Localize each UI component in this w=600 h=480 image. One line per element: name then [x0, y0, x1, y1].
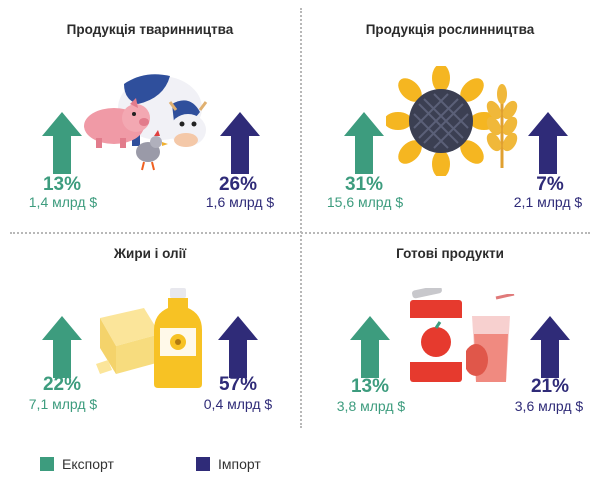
animals-icon [74, 64, 214, 181]
import-arrow-icon [530, 316, 570, 378]
export-percent: 22% [42, 374, 82, 395]
legend-export: Експорт [40, 454, 114, 474]
canned-food-icon [408, 285, 464, 389]
import-arrow-icon [220, 112, 260, 174]
export-amount: 15,6 млрд $ [326, 194, 404, 210]
panel-prepared-foods: Готові продукти 13% 3,8 млрд $ 21% 3,6 м… [300, 232, 600, 464]
export-arrow-icon [42, 112, 82, 174]
import-percent: 57% [218, 374, 258, 395]
import-percent: 21% [530, 376, 570, 397]
export-percent: 13% [350, 376, 390, 397]
import-amount: 1,6 млрд $ [205, 194, 275, 210]
panel-title: Жири і олії [113, 246, 187, 261]
panel-title: Продукція рослинництва [365, 22, 535, 37]
export-percent: 13% [42, 174, 82, 195]
import-percent: 7% [536, 174, 564, 195]
oil-bottle-icon [150, 288, 206, 395]
legend-swatch-export [40, 457, 54, 471]
sunflower-icon [384, 64, 498, 181]
export-amount: 3,8 млрд $ [336, 398, 406, 414]
wheat-icon [472, 80, 532, 175]
panel-animal-products: Продукція тваринництва 13% 1,4 млрд $ 26… [0, 0, 300, 232]
legend-label-import: Імпорт [218, 456, 261, 472]
panel-title: Готові продукти [396, 246, 504, 261]
import-arrow-icon [528, 112, 568, 174]
panel-fats-oils: Жири і олії 22% 7,1 млрд $ 57% 0,4 млрд … [0, 232, 300, 464]
export-percent: 31% [344, 174, 384, 195]
panel-title: Продукція тваринництва [66, 22, 234, 37]
export-arrow-icon [350, 316, 390, 378]
import-amount: 0,4 млрд $ [203, 396, 273, 412]
legend-import: Імпорт [196, 454, 261, 474]
vertical-divider [300, 8, 302, 428]
export-arrow-icon [42, 316, 82, 378]
legend-swatch-import [196, 457, 210, 471]
panel-plant-products: Продукція рослинництва 31% 15,6 млрд $ 7… [300, 0, 600, 232]
export-amount: 7,1 млрд $ [28, 396, 98, 412]
juice-icon [464, 292, 522, 389]
import-percent: 26% [218, 174, 258, 195]
butter-icon [94, 304, 164, 389]
import-amount: 3,6 млрд $ [514, 398, 584, 414]
export-arrow-icon [344, 112, 384, 174]
horizontal-divider [10, 232, 590, 234]
import-amount: 2,1 млрд $ [513, 194, 583, 210]
legend-label-export: Експорт [62, 456, 114, 472]
export-amount: 1,4 млрд $ [28, 194, 98, 210]
import-arrow-icon [218, 316, 258, 378]
